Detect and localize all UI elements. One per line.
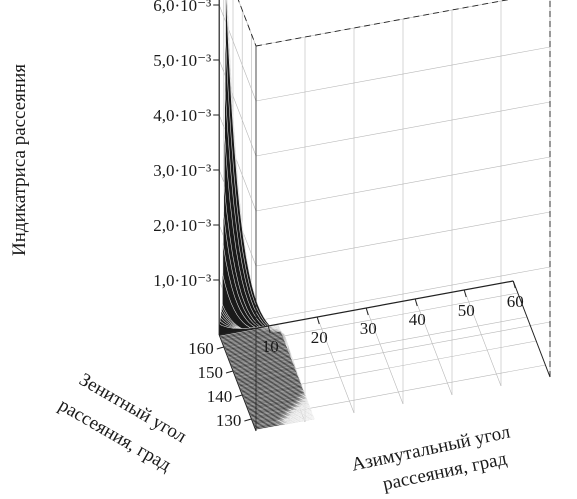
x-tick-mark bbox=[414, 298, 418, 307]
y-tick-mark bbox=[244, 418, 252, 422]
z-tick-label: 1,0·10⁻³ bbox=[153, 271, 211, 290]
y-tick-mark bbox=[216, 346, 224, 350]
x-tick-label: 50 bbox=[458, 301, 475, 320]
y-tick-mark bbox=[235, 394, 243, 398]
surface-mesh bbox=[218, 0, 315, 431]
z-axis-ticks: 1,0·10⁻³ 2,0·10⁻³ 3,0·10⁻³ 4,0·10⁻³ 5,0·10⁻³… bbox=[153, 0, 220, 290]
x-axis-ticks: 10 20 30 40 50 60 bbox=[262, 280, 524, 356]
y-axis-line bbox=[218, 334, 257, 432]
x-tick-label: 40 bbox=[409, 310, 426, 329]
x-tick-mark bbox=[316, 316, 320, 325]
x-tick-label: 30 bbox=[360, 319, 377, 338]
x-tick-label: 60 bbox=[507, 292, 524, 311]
grid-line-azimuth-floor bbox=[414, 298, 453, 396]
x-tick-label: 10 bbox=[262, 337, 279, 356]
x-tick-mark bbox=[512, 280, 516, 289]
x-tick-label: 20 bbox=[311, 328, 328, 347]
x-tick-mark bbox=[463, 289, 467, 298]
z-tick-label: 5,0·10⁻³ bbox=[153, 51, 211, 70]
y-tick-label: 130 bbox=[216, 411, 242, 430]
z-tick-label: 3,0·10⁻³ bbox=[153, 161, 211, 180]
z-tick-label: 2,0·10⁻³ bbox=[153, 216, 211, 235]
x-tick-mark bbox=[267, 325, 271, 334]
x-tick-mark bbox=[365, 307, 369, 316]
grid-line-azimuth-floor bbox=[316, 316, 355, 414]
top-edge-left bbox=[237, 0, 257, 47]
y-tick-label: 150 bbox=[198, 363, 224, 382]
z-tick-label: 6,0·10⁻³ bbox=[153, 0, 211, 15]
z-axis-title: Индикатриса рассеяния bbox=[9, 64, 30, 256]
y-tick-label: 140 bbox=[207, 387, 233, 406]
y-axis-ticks: 130 140 150 160 bbox=[188, 339, 252, 430]
y-tick-mark bbox=[225, 370, 234, 374]
floor-edge-right bbox=[512, 280, 551, 378]
grid-line-azimuth-floor bbox=[365, 307, 404, 405]
z-tick-label: 4,0·10⁻³ bbox=[153, 106, 211, 125]
y-tick-label: 160 bbox=[188, 339, 214, 358]
grid-line-azimuth-floor bbox=[463, 289, 502, 387]
